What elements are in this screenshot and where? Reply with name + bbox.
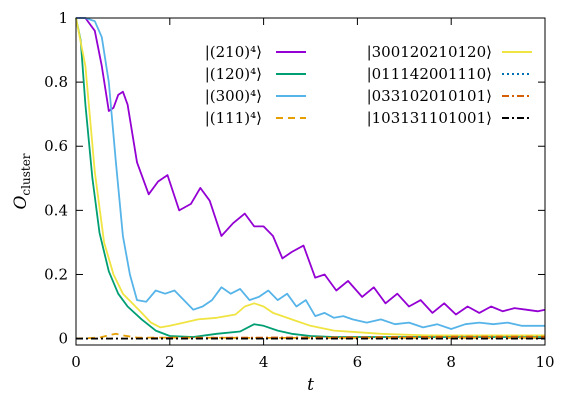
x-axis-label: t: [307, 375, 314, 395]
x-tick-label: 2: [165, 353, 175, 371]
legend-label: |(120)⁴⟩: [205, 65, 262, 83]
series-line-0: [76, 17, 546, 316]
series-line-4: [75, 17, 545, 337]
y-axis-label-subscript: cluster: [19, 153, 33, 195]
legend-label: |300120210120⟩: [367, 43, 492, 61]
plot-marks: [75, 17, 546, 340]
x-tick-label: 10: [535, 353, 554, 371]
y-tick-label: 0.2: [44, 265, 68, 283]
legend-label: |103131101001⟩: [367, 109, 492, 127]
x-tick-label: 4: [259, 353, 269, 371]
plot-frame: [75, 17, 546, 346]
legend: |(210)⁴⟩ |(120)⁴⟩ |(300)⁴⟩ |(111)⁴⟩ |3001202…: [205, 43, 532, 127]
y-axis-label-main: O: [11, 196, 31, 210]
legend-label: |(111)⁴⟩: [205, 109, 262, 127]
y-tick-label: 0.6: [44, 137, 68, 155]
x-tick-label: 0: [71, 353, 81, 371]
legend-label: |(210)⁴⟩: [205, 43, 262, 61]
y-tick-label: 0: [58, 330, 68, 348]
y-tick-label: 1: [58, 9, 68, 27]
x-tick-label: 8: [446, 353, 456, 371]
y-tick-label: 0.4: [44, 201, 68, 219]
axes: 0 2 4 6 8 10 0 0.2 0.4 0.6 0.8 1: [44, 9, 554, 371]
y-axis-label: Ocluster: [11, 153, 33, 209]
x-tick-label: 6: [353, 353, 363, 371]
y-tick-label: 0.8: [44, 73, 68, 91]
legend-label: |033102010101⟩: [367, 87, 492, 105]
series-line-2: [76, 17, 545, 330]
legend-label: |(300)⁴⟩: [205, 87, 262, 105]
legend-label: |011142001110⟩: [367, 65, 492, 83]
